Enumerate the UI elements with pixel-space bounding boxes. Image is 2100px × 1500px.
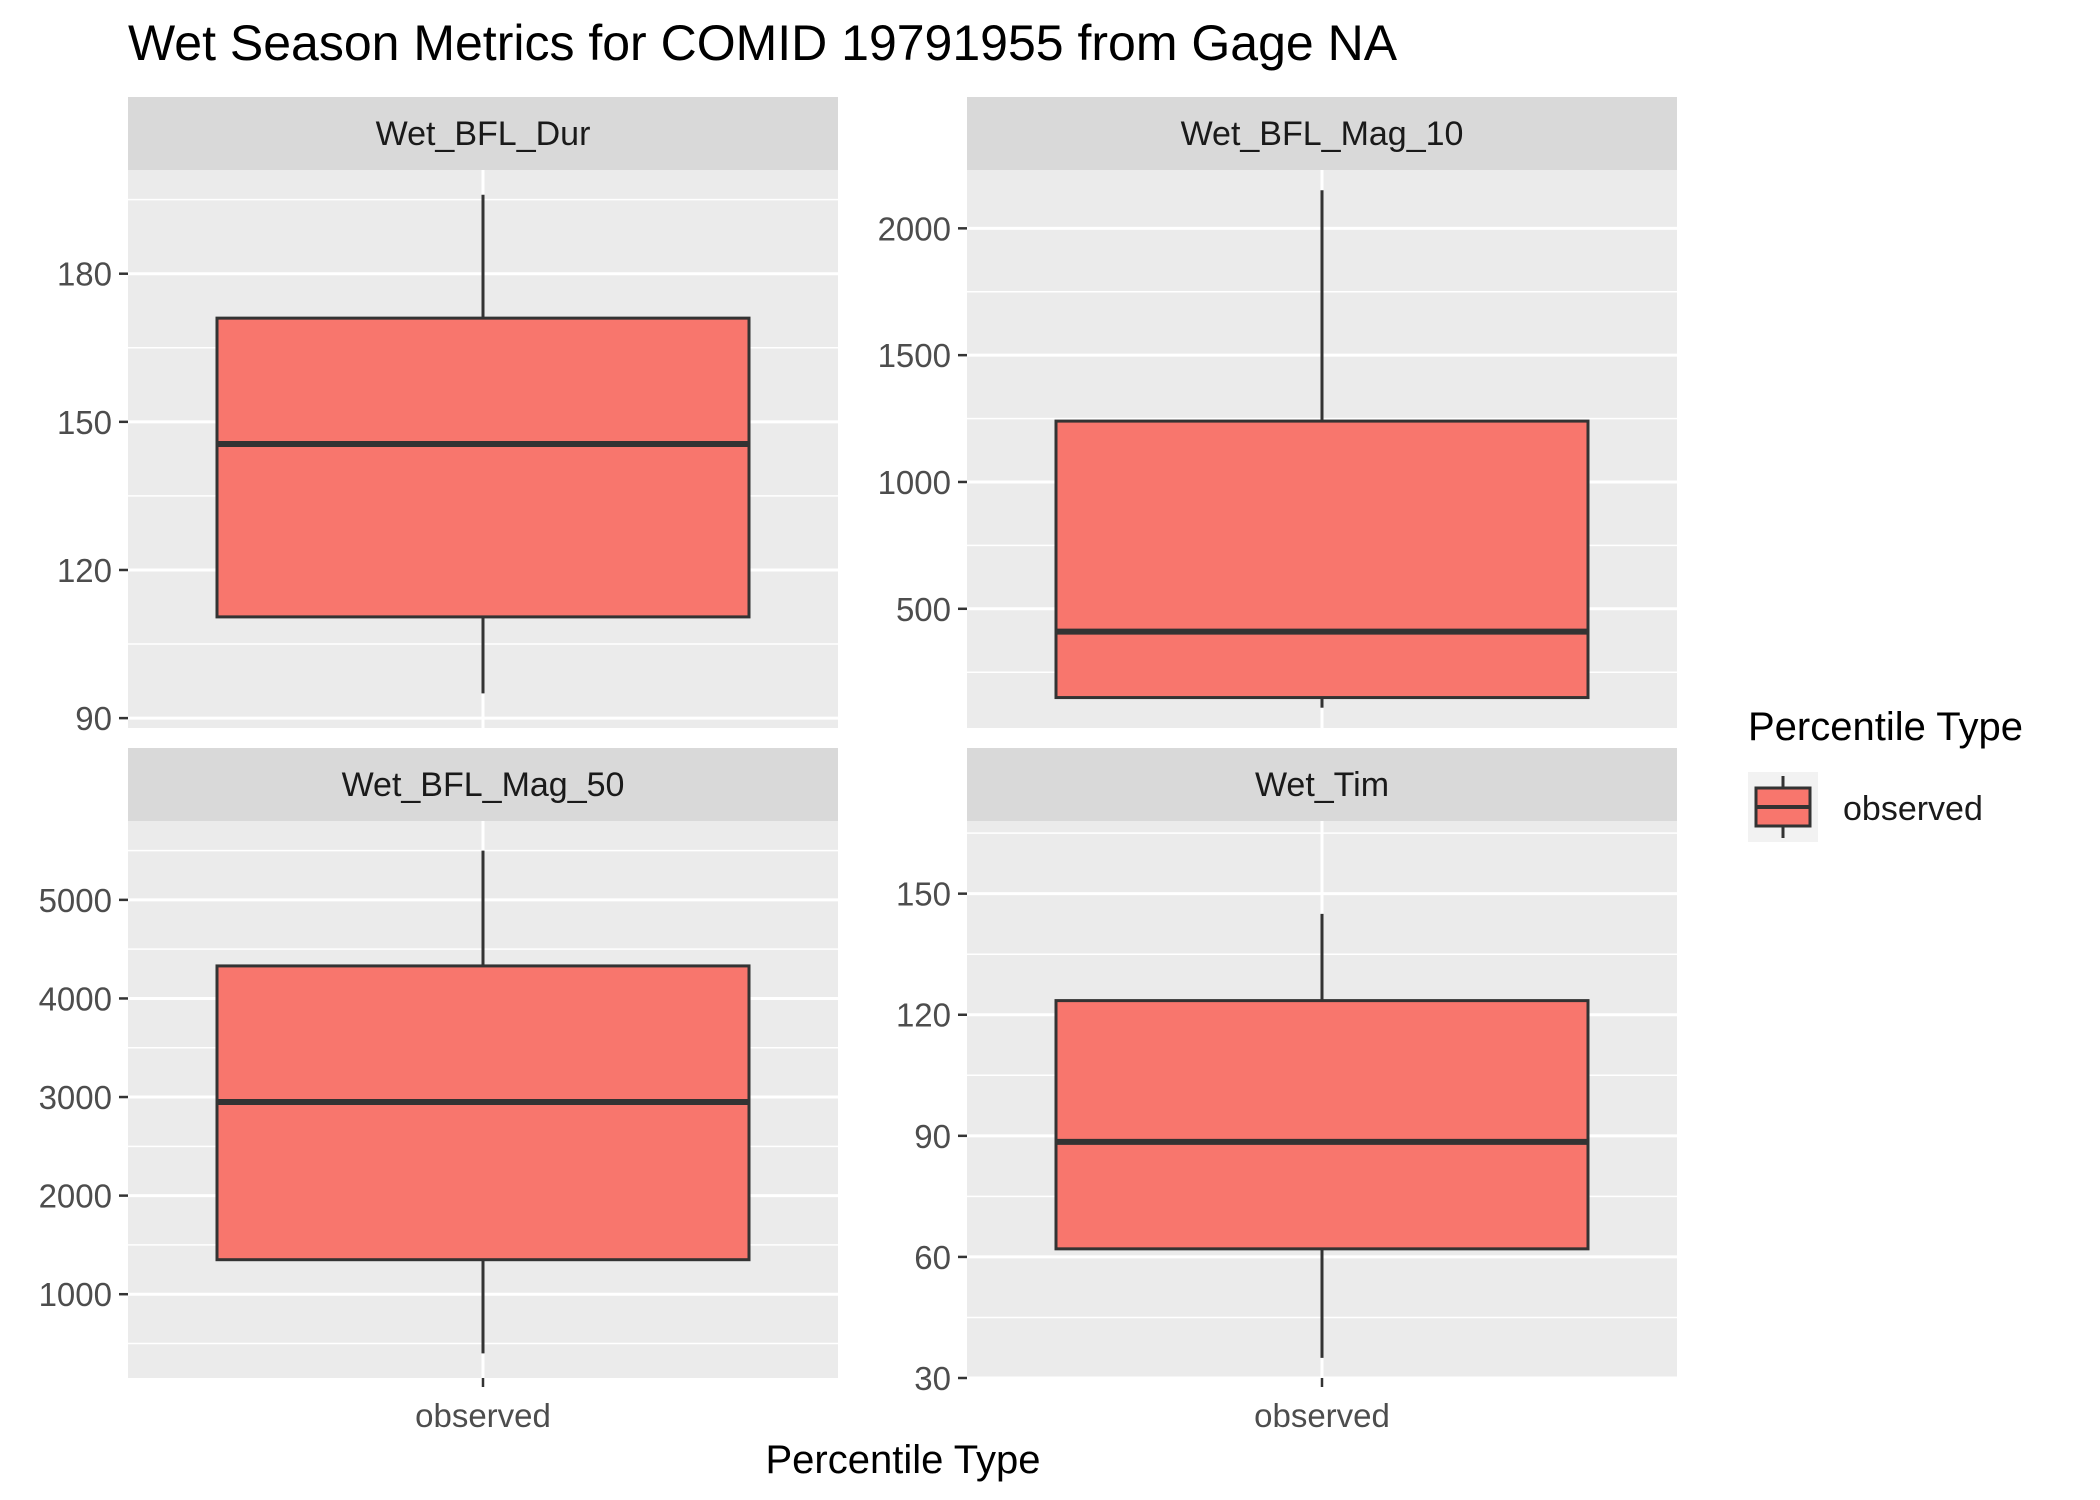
y-tick-label: 1000: [878, 464, 951, 501]
x-tick-label: observed: [1254, 1397, 1390, 1434]
legend-entry-label: observed: [1843, 790, 1983, 828]
box-iqr: [1054, 419, 1590, 700]
box-iqr: [215, 316, 751, 619]
facet-panel: Wet_BFL_Dur 90 120 150 180: [57, 97, 838, 737]
y-tick-label: 90: [914, 1118, 951, 1155]
strip-label: Wet_BFL_Mag_10: [1181, 115, 1464, 153]
legend: Percentile Type observed: [1748, 705, 2023, 842]
box-iqr: [215, 964, 751, 1262]
y-tick-label: 90: [75, 700, 112, 737]
strip-label: Wet_Tim: [1255, 766, 1389, 804]
y-tick-label: 180: [57, 256, 112, 293]
y-tick-label: 30: [914, 1360, 951, 1397]
strip-label: Wet_BFL_Dur: [376, 115, 591, 153]
x-axis-label: Percentile Type: [766, 1438, 1041, 1482]
y-tick-label: 5000: [39, 882, 112, 919]
y-tick-label: 1500: [878, 337, 951, 374]
y-tick-label: 500: [896, 591, 951, 628]
facet-panel: Wet_BFL_Mag_50 1000 2000 3000 4000 5000 observ…: [39, 748, 838, 1434]
box-iqr: [1054, 999, 1590, 1251]
y-tick-label: 4000: [39, 980, 112, 1017]
y-tick-label: 2000: [39, 1178, 112, 1215]
y-tick-label: 60: [914, 1239, 951, 1276]
facet-panel: Wet_BFL_Mag_10 500 1000 1500 2000: [878, 97, 1677, 728]
y-tick-label: 120: [896, 997, 951, 1034]
x-tick-label: observed: [415, 1397, 551, 1434]
y-tick-label: 150: [896, 876, 951, 913]
legend-title: Percentile Type: [1748, 705, 2023, 749]
y-tick-label: 3000: [39, 1079, 112, 1116]
strip-background: [128, 748, 838, 821]
facet-panel: Wet_Tim 30 60 90 120 150 observed: [896, 748, 1677, 1434]
strip-label: Wet_BFL_Mag_50: [342, 766, 625, 804]
y-tick-label: 150: [57, 404, 112, 441]
strip-background: [128, 97, 838, 170]
chart-title: Wet Season Metrics for COMID 19791955 fr…: [128, 15, 1398, 71]
y-tick-label: 2000: [878, 210, 951, 247]
y-tick-label: 1000: [39, 1276, 112, 1313]
strip-background: [967, 748, 1677, 821]
strip-background: [967, 97, 1677, 170]
y-tick-label: 120: [57, 552, 112, 589]
